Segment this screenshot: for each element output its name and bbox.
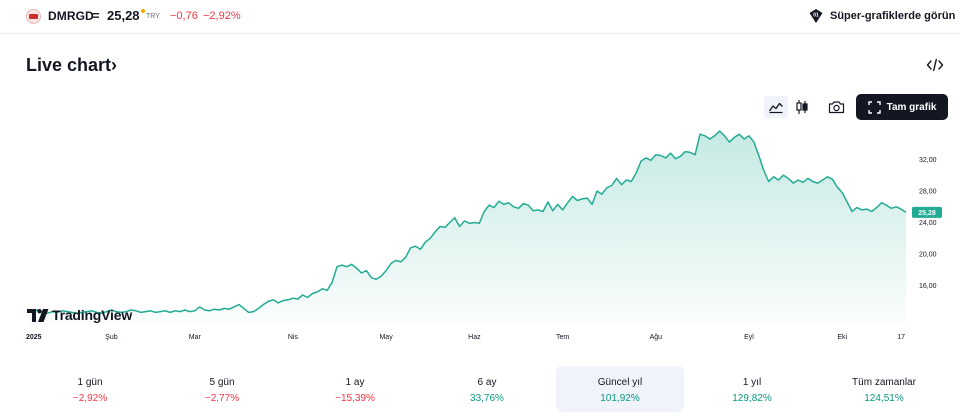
last-price-tag-bg xyxy=(912,206,942,218)
symbol-currency: TRY xyxy=(146,13,160,20)
price-axis: 32,00 28,00 24,00 20,00 16,00 xyxy=(919,157,937,290)
symbol-separator: = xyxy=(92,8,100,23)
period-5-days[interactable]: 5 gün −2,77% xyxy=(158,366,286,412)
live-chart-title[interactable]: Live chart› xyxy=(26,55,117,76)
period-label: 5 gün xyxy=(209,377,235,388)
period-1-year[interactable]: 1 yıl 129,82% xyxy=(688,366,816,412)
period-6-months[interactable]: 6 ay 33,76% xyxy=(423,366,551,412)
time-axis-tick: Tem xyxy=(556,334,569,341)
super-charts-label: Süper-grafiklerde görün xyxy=(830,10,956,22)
time-axis-tick: Mar xyxy=(189,334,202,341)
price-area-fill xyxy=(28,131,906,325)
svg-text:01: 01 xyxy=(813,13,819,19)
period-value: 101,92% xyxy=(600,393,640,404)
last-price-tag: 25,28 xyxy=(912,206,942,218)
price-axis-tick: 24,00 xyxy=(919,220,937,227)
price-axis-tick: 20,00 xyxy=(919,252,937,259)
time-axis-tick: Ağu xyxy=(650,334,663,341)
period-value: 124,51% xyxy=(864,393,904,404)
price-axis-tick: 32,00 xyxy=(919,157,937,164)
candles-icon xyxy=(796,100,808,114)
period-label: 1 gün xyxy=(77,377,103,388)
supercharts-icon: 01 xyxy=(809,9,823,23)
tradingview-logo[interactable]: TradingView xyxy=(27,307,132,323)
period-1-month[interactable]: 1 ay −15,39% xyxy=(291,366,419,412)
tradingview-logo-text: TradingView xyxy=(52,307,133,323)
time-axis-tick: Eki xyxy=(837,334,847,341)
chevron-right-icon: › xyxy=(111,55,118,75)
time-axis: 2025 Şub Mar Nis May Haz Tem Ağu Eyl Eki 17 xyxy=(26,334,905,341)
time-axis-tick: Nis xyxy=(288,334,299,341)
full-chart-label: Tam grafik xyxy=(886,101,937,113)
live-chart-title-text: Live chart xyxy=(26,55,112,75)
period-label: 1 ay xyxy=(345,377,365,388)
period-label: 6 ay xyxy=(477,377,497,388)
super-charts-link[interactable]: 01 Süper-grafiklerde görün xyxy=(808,7,955,25)
fullscreen-icon xyxy=(867,100,881,114)
area-chart-icon xyxy=(768,102,783,114)
embed-code-icon[interactable] xyxy=(926,57,944,73)
time-axis-tick: 17 xyxy=(897,334,905,341)
time-axis-tick: Eyl xyxy=(744,334,754,341)
time-axis-tick: May xyxy=(379,334,393,341)
period-value: −2,92% xyxy=(72,393,108,404)
period-ytd[interactable]: Güncel yıl 101,92% xyxy=(556,366,684,412)
period-all-time[interactable]: Tüm zamanlar 124,51% xyxy=(820,366,948,412)
time-axis-tick: Şub xyxy=(105,334,118,341)
performance-periods: 1 gün −2,92% 5 gün −2,77% 1 ay −15,39% 6… xyxy=(26,366,934,412)
symbol-logo-icon xyxy=(26,9,41,24)
period-value: −15,39% xyxy=(335,393,375,404)
period-value: 129,82% xyxy=(732,393,772,404)
price-line xyxy=(27,130,907,314)
time-axis-tick: 2025 xyxy=(26,334,42,341)
period-label: Güncel yıl xyxy=(597,377,643,388)
time-axis-tick: Haz xyxy=(468,334,481,341)
symbol-header: DMRGD = 25,28 TRY −0,76 −2,92% 01 Süper-… xyxy=(0,0,960,34)
symbol-price: 25,28 xyxy=(107,8,140,23)
price-axis-tick: 28,00 xyxy=(919,189,937,196)
area-chart-button[interactable] xyxy=(764,96,788,118)
last-price-tag-label: 25,28 xyxy=(918,210,936,217)
price-change-percent: −2,92% xyxy=(203,10,241,22)
price-change: −0,76 xyxy=(170,10,198,22)
market-status-dot-icon xyxy=(141,9,145,13)
tradingview-logo-icon xyxy=(27,308,49,322)
period-value: 33,76% xyxy=(470,393,504,404)
period-value: −2,77% xyxy=(204,393,240,404)
snapshot-button[interactable] xyxy=(824,96,848,118)
period-1-day[interactable]: 1 gün −2,92% xyxy=(26,366,154,412)
price-chart[interactable]: 32,00 28,00 24,00 20,00 16,00 2025 Şub Mar Nis M… xyxy=(0,124,960,348)
symbol-name[interactable]: DMRGD xyxy=(48,9,94,23)
price-axis-tick: 16,00 xyxy=(919,283,937,290)
candles-button[interactable] xyxy=(790,96,814,118)
camera-icon xyxy=(828,101,844,114)
full-chart-button[interactable]: Tam grafik xyxy=(856,94,948,120)
period-label: Tüm zamanlar xyxy=(852,377,916,388)
period-label: 1 yıl xyxy=(742,377,762,388)
